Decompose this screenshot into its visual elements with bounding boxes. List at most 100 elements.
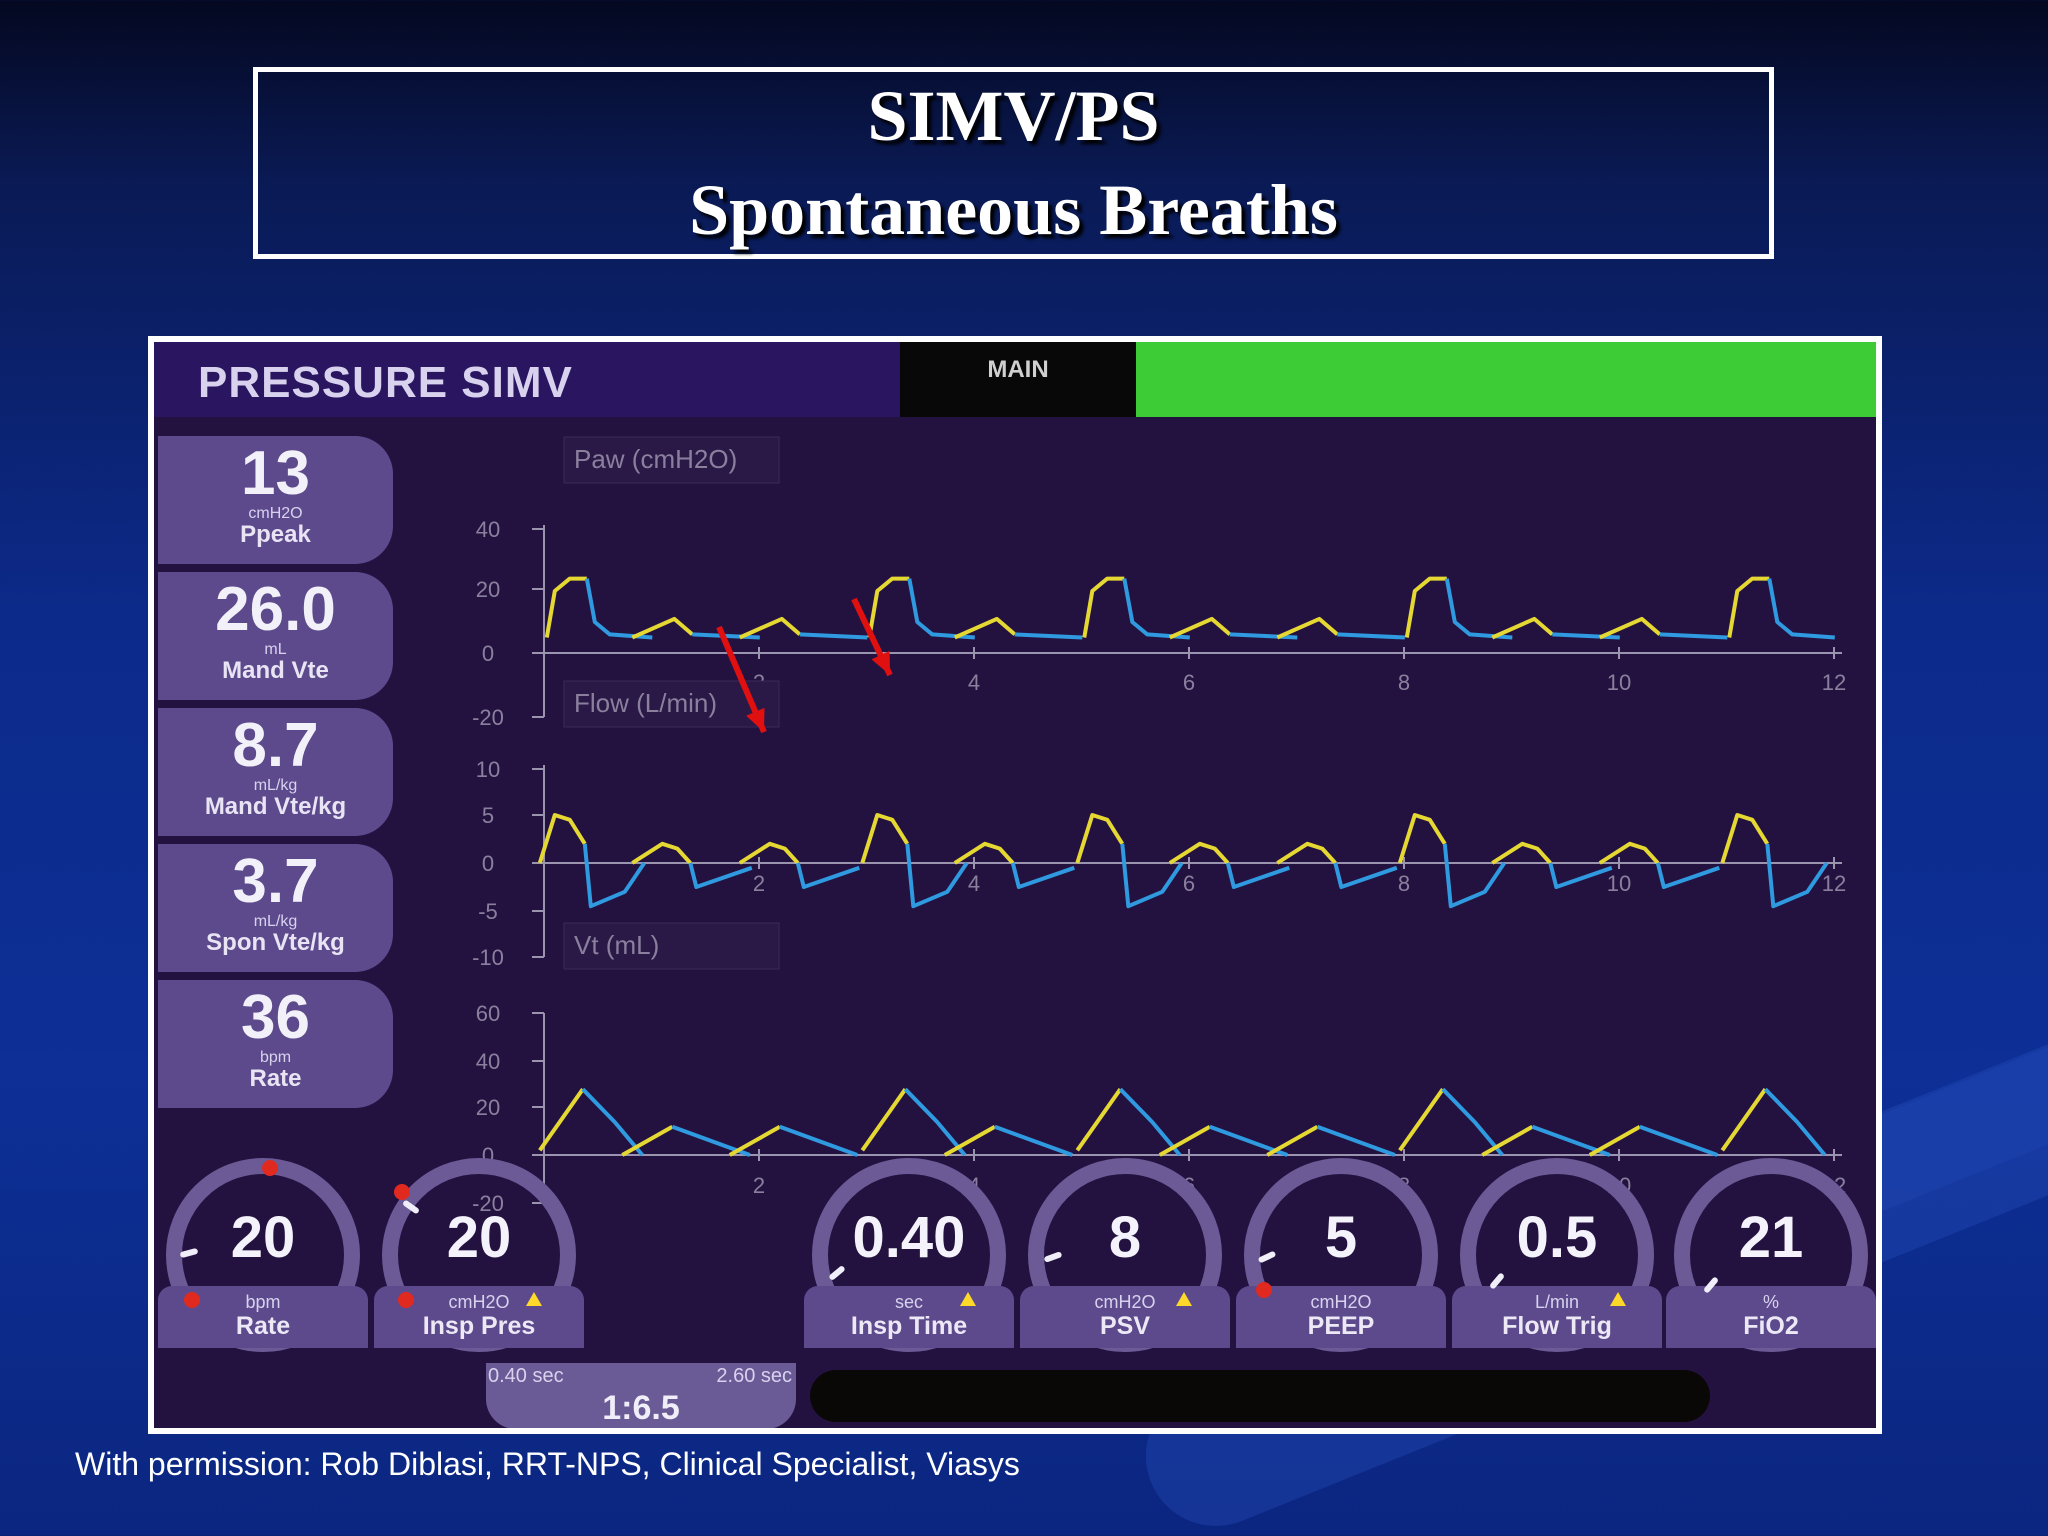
paw-trace-insp — [1598, 616, 1662, 640]
vt-trace-exp — [1441, 1087, 1504, 1157]
setting-unit: cmH2O — [448, 1292, 510, 1312]
warning-icon — [1176, 1292, 1192, 1306]
vt-trace-insp — [1588, 1125, 1641, 1157]
vt-trace-exp — [903, 1087, 967, 1157]
setting-insp-time-dial[interactable]: 0.40 sec Insp Time — [804, 1158, 1014, 1352]
readout-label: Spon Vte/kg — [206, 929, 345, 956]
setting-label: PSV — [1099, 1312, 1151, 1340]
flow-trace-exp — [1225, 862, 1290, 889]
y-tick-label: 60 — [476, 1001, 500, 1026]
paw-trace-insp — [1082, 576, 1125, 638]
setting-unit: L/min — [1534, 1292, 1579, 1312]
readout-label: Mand Vte — [222, 657, 329, 684]
readout-ppeak: 13 cmH2O Ppeak — [158, 436, 393, 564]
annotation-arrowhead — [871, 650, 890, 675]
flow-trace-insp — [1168, 841, 1230, 865]
x-tick-label: 10 — [1607, 871, 1631, 896]
dial-base — [1020, 1286, 1230, 1348]
graph-label: Paw (cmH2O) — [574, 444, 737, 474]
readout-unit: mL/kg — [253, 913, 298, 930]
mode-header: PRESSURE SIMV — [154, 342, 900, 417]
setting-unit: cmH2O — [1094, 1292, 1156, 1312]
paw-trace-insp — [953, 616, 1017, 640]
vt-trace-insp — [621, 1125, 674, 1157]
x-tick-label: 10 — [1607, 670, 1631, 695]
flow-trace-exp — [1765, 843, 1829, 909]
title-line-1: SIMV/PS — [867, 76, 1160, 156]
readout-value: 26.0 — [215, 575, 336, 644]
setting-rate-dial[interactable]: 20 bpm Rate — [158, 1158, 368, 1352]
vt-trace-insp — [1158, 1125, 1211, 1157]
dial-base — [1666, 1286, 1876, 1348]
paw-trace-exp — [799, 632, 868, 640]
flow-trace-insp — [1276, 841, 1337, 865]
limit-marker-icon — [1256, 1282, 1272, 1298]
readout-unit: bpm — [259, 1049, 292, 1066]
readout-label: Mand Vte/kg — [204, 793, 347, 820]
insp-time-readout: 0.40 sec — [488, 1365, 564, 1387]
vt-trace-exp — [1639, 1124, 1718, 1157]
y-tick-label: 0 — [482, 641, 494, 666]
credit-text: With permission: Rob Diblasi, RRT-NPS, C… — [75, 1446, 1020, 1482]
x-tick-label: 6 — [1183, 871, 1195, 896]
setting-unit: cmH2O — [1310, 1292, 1372, 1312]
setting-value: 8 — [1108, 1205, 1142, 1270]
setting-unit: sec — [894, 1292, 923, 1312]
annotation-arrowhead — [746, 707, 765, 732]
readout-rate: 36 bpm Rate — [158, 980, 393, 1108]
paw-trace-exp — [584, 578, 653, 640]
flow-trace-exp — [1548, 862, 1613, 889]
setting-insp-pres-dial[interactable]: 20 cmH2O Insp Pres — [374, 1158, 584, 1352]
flow-trace-exp — [1010, 862, 1075, 889]
graph-label: Flow (L/min) — [574, 688, 717, 718]
mode-label: PRESSURE SIMV — [198, 358, 573, 407]
y-tick-label: 0 — [482, 851, 494, 876]
flow-trace-insp — [537, 813, 587, 864]
vt-trace-insp — [943, 1125, 996, 1157]
y-tick-label: -10 — [472, 945, 504, 970]
warning-icon — [960, 1292, 976, 1306]
paw-trace-exp — [1122, 578, 1190, 640]
graph-label: Vt (mL) — [574, 930, 659, 960]
setting-fio2-dial[interactable]: 21 % FiO2 — [1666, 1158, 1876, 1352]
paw-trace-exp — [907, 578, 975, 640]
x-tick-label: 12 — [1822, 670, 1846, 695]
x-tick-label: 2 — [753, 1173, 765, 1198]
x-tick-label: 6 — [1183, 670, 1195, 695]
warning-icon — [1610, 1292, 1626, 1306]
paw-trace-exp — [1444, 578, 1513, 640]
paw-trace-insp — [1404, 576, 1447, 638]
status-bar — [1136, 342, 1876, 417]
setting-peep-dial[interactable]: 5 cmH2O PEEP — [1236, 1158, 1446, 1352]
y-tick-label: 10 — [476, 757, 500, 782]
paw-trace-insp — [867, 576, 910, 638]
tab-main[interactable]: MAIN — [900, 342, 1136, 417]
flow-trace-exp — [795, 862, 860, 889]
limit-marker-icon — [184, 1292, 200, 1308]
setting-label: Flow Trig — [1502, 1312, 1612, 1340]
x-tick-label: 8 — [1398, 670, 1410, 695]
flow-trace-insp — [1598, 841, 1660, 865]
paw-trace-exp — [1014, 632, 1083, 640]
setting-psv-dial[interactable]: 8 cmH2O PSV — [1020, 1158, 1230, 1352]
vt-trace-insp — [1481, 1125, 1534, 1157]
vt-trace-exp — [1763, 1087, 1827, 1157]
readout-mand-vte: 26.0 mL Mand Vte — [158, 572, 393, 700]
readout-unit: mL — [264, 641, 287, 658]
readout-value: 3.7 — [232, 847, 319, 916]
flow-trace-insp — [860, 813, 909, 864]
setting-flow-trig-dial[interactable]: 0.5 L/min Flow Trig — [1452, 1158, 1662, 1352]
setting-value: 20 — [230, 1205, 296, 1270]
graph-label-box — [563, 436, 780, 484]
readout-value: 13 — [241, 439, 310, 508]
title-line-2: Spontaneous Breaths — [689, 170, 1338, 250]
vt-trace-exp — [1118, 1087, 1182, 1157]
warning-icon — [526, 1292, 542, 1306]
dial-base — [1452, 1286, 1662, 1348]
dial-base — [1236, 1286, 1446, 1348]
paw-trace-exp — [1552, 632, 1620, 640]
x-tick-label: 8 — [1398, 871, 1410, 896]
ventilator-screen: PRESSURE SIMV MAIN 13 cmH2O Ppeak 26.0 m… — [148, 336, 1882, 1434]
vt-trace-insp — [1266, 1125, 1319, 1157]
